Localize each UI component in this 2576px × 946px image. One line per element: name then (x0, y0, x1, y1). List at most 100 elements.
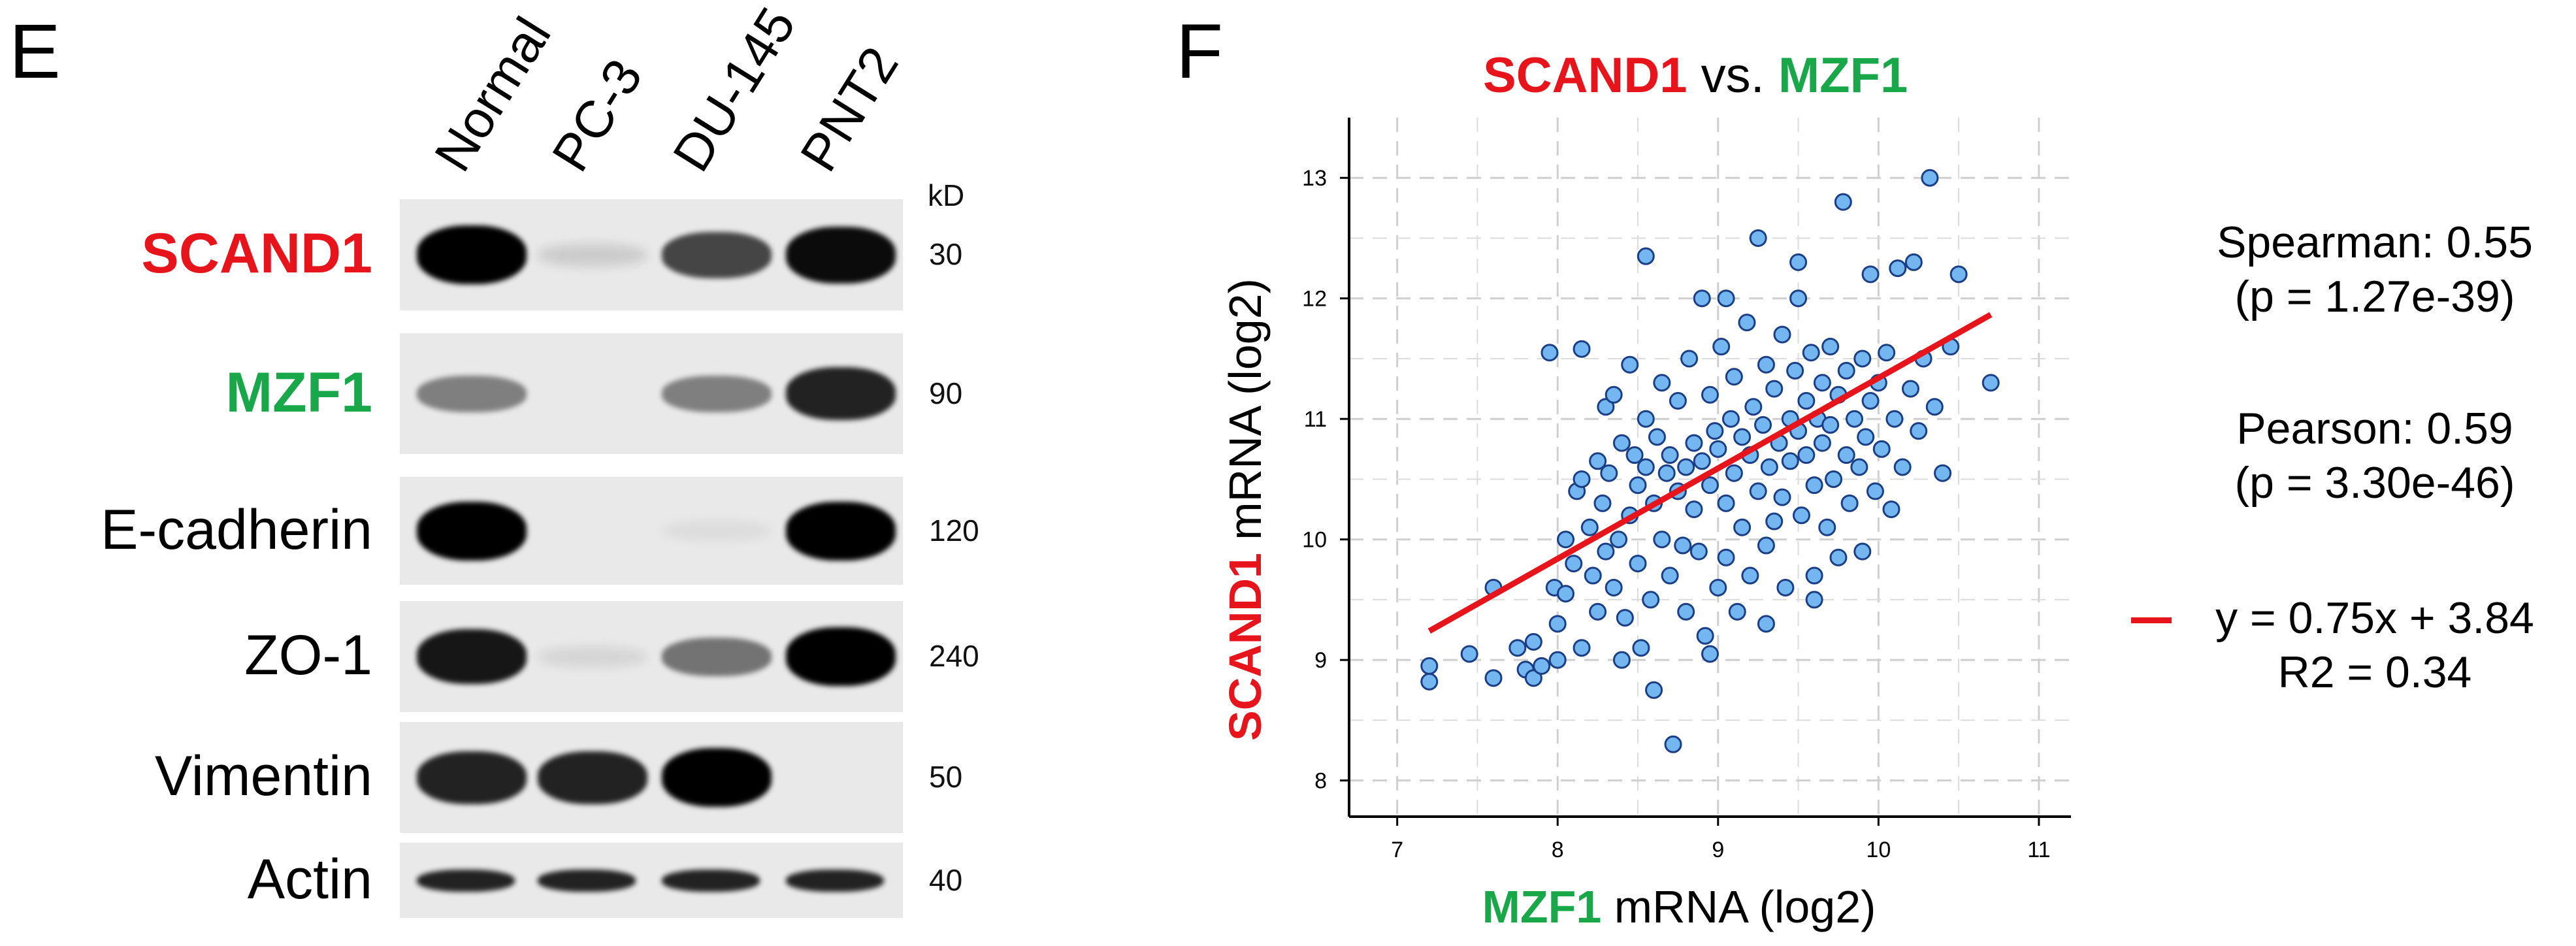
y-axis-label-rest: mRNA (log2) (1220, 278, 1271, 553)
x-tick-label: 7 (1391, 838, 1403, 862)
band-4-0 (417, 751, 527, 804)
data-point (1757, 615, 1775, 633)
data-point (1621, 355, 1639, 374)
data-point (1580, 518, 1599, 536)
data-point (1610, 530, 1628, 549)
data-point (1460, 645, 1478, 663)
data-point (1600, 464, 1618, 482)
data-point (1717, 289, 1735, 308)
fit-legend-line (2131, 617, 2172, 623)
data-point (1677, 602, 1695, 621)
data-point (1797, 446, 1816, 465)
data-point (1757, 536, 1775, 555)
pearson-block: Pearson: 0.59 (p = 3.30e-46) (2179, 402, 2571, 510)
data-point (1484, 669, 1503, 687)
band-0-3 (786, 226, 896, 284)
data-point (1612, 434, 1631, 452)
data-point (1821, 416, 1840, 434)
data-point (1612, 651, 1631, 669)
y-axis-label: SCAND1 mRNA (log2) (1220, 278, 1271, 741)
data-point (1420, 672, 1439, 691)
data-point (1861, 265, 1880, 284)
band-1-3 (786, 367, 896, 420)
data-point (1925, 398, 1944, 416)
y-tick-label: 11 (1304, 407, 1327, 432)
panel-letter-e: E (9, 8, 61, 95)
data-point (1749, 482, 1767, 500)
data-point (1693, 289, 1711, 308)
data-point (1773, 488, 1791, 506)
kd-value-3: 240 (929, 639, 979, 673)
protein-label-2: E-cadherin (101, 498, 372, 561)
data-point (1773, 325, 1791, 344)
data-point (1548, 615, 1567, 633)
spearman-p: (p = 1.27e-39) (2234, 271, 2515, 321)
y-tick-label: 13 (1302, 166, 1327, 191)
data-point (1605, 578, 1623, 596)
data-point (1420, 657, 1439, 675)
data-point (1637, 458, 1655, 476)
data-point (1829, 548, 1848, 566)
data-point (1701, 645, 1719, 663)
data-point (1629, 476, 1647, 495)
data-point (1728, 602, 1746, 621)
data-point (1834, 193, 1852, 211)
data-point (1593, 494, 1612, 512)
fit-line (1427, 312, 1993, 634)
lane-label-pnt2: PNT2 (789, 37, 909, 182)
data-point (1717, 548, 1735, 566)
kd-value-0: 30 (929, 237, 963, 271)
data-point (1589, 452, 1607, 470)
band-0-1 (538, 243, 647, 267)
data-point (1934, 464, 1952, 482)
data-point (1846, 410, 1863, 428)
data-point (1813, 434, 1831, 452)
data-point (1765, 512, 1784, 530)
spearman-block: Spearman: 0.55 (p = 1.27e-39) (2179, 216, 2571, 324)
data-point (1605, 385, 1623, 404)
data-point (1632, 639, 1650, 657)
protein-label-0: SCAND1 (141, 222, 372, 285)
data-point (1792, 506, 1810, 525)
data-point (1813, 374, 1831, 392)
band-0-2 (662, 231, 772, 278)
data-point (1701, 385, 1719, 404)
data-point (1760, 458, 1778, 476)
band-4-1 (538, 751, 647, 804)
data-point (1533, 657, 1551, 675)
data-point (1661, 566, 1679, 585)
blot-strip-0 (400, 199, 903, 310)
data-point (1664, 735, 1682, 753)
data-point (1749, 229, 1767, 247)
blot-strip-2 (400, 477, 903, 585)
fit-layer (1427, 312, 1993, 634)
data-point (1661, 446, 1679, 465)
data-point (1625, 446, 1644, 465)
x-axis-label-gene: MZF1 (1482, 881, 1602, 932)
data-point (1857, 428, 1875, 446)
data-point (1696, 627, 1714, 645)
kd-value-4: 50 (929, 760, 963, 794)
data-point (1524, 669, 1542, 687)
band-5-2 (662, 869, 760, 892)
chart-title-gene2: MZF1 (1778, 48, 1908, 103)
data-point (1757, 355, 1775, 374)
protein-label-4: Vimentin (154, 745, 372, 807)
data-point (1910, 422, 1928, 440)
band-2-3 (786, 501, 896, 561)
kd-header: kD (928, 178, 965, 212)
protein-label-3: ZO-1 (244, 624, 372, 687)
kd-value-1: 90 (929, 376, 963, 410)
kd-value-5: 40 (929, 862, 963, 897)
chart-title: SCAND1 vs. MZF1 (1483, 47, 1908, 104)
data-point (1693, 452, 1711, 470)
band-3-3 (786, 627, 896, 686)
data-point (1789, 289, 1808, 308)
y-tick-label: 10 (1302, 528, 1327, 553)
band-1-2 (662, 375, 772, 412)
data-point (1754, 416, 1772, 434)
data-point (1548, 651, 1567, 669)
data-point (1725, 464, 1743, 482)
band-2-2 (662, 521, 772, 541)
data-point (1721, 410, 1740, 428)
